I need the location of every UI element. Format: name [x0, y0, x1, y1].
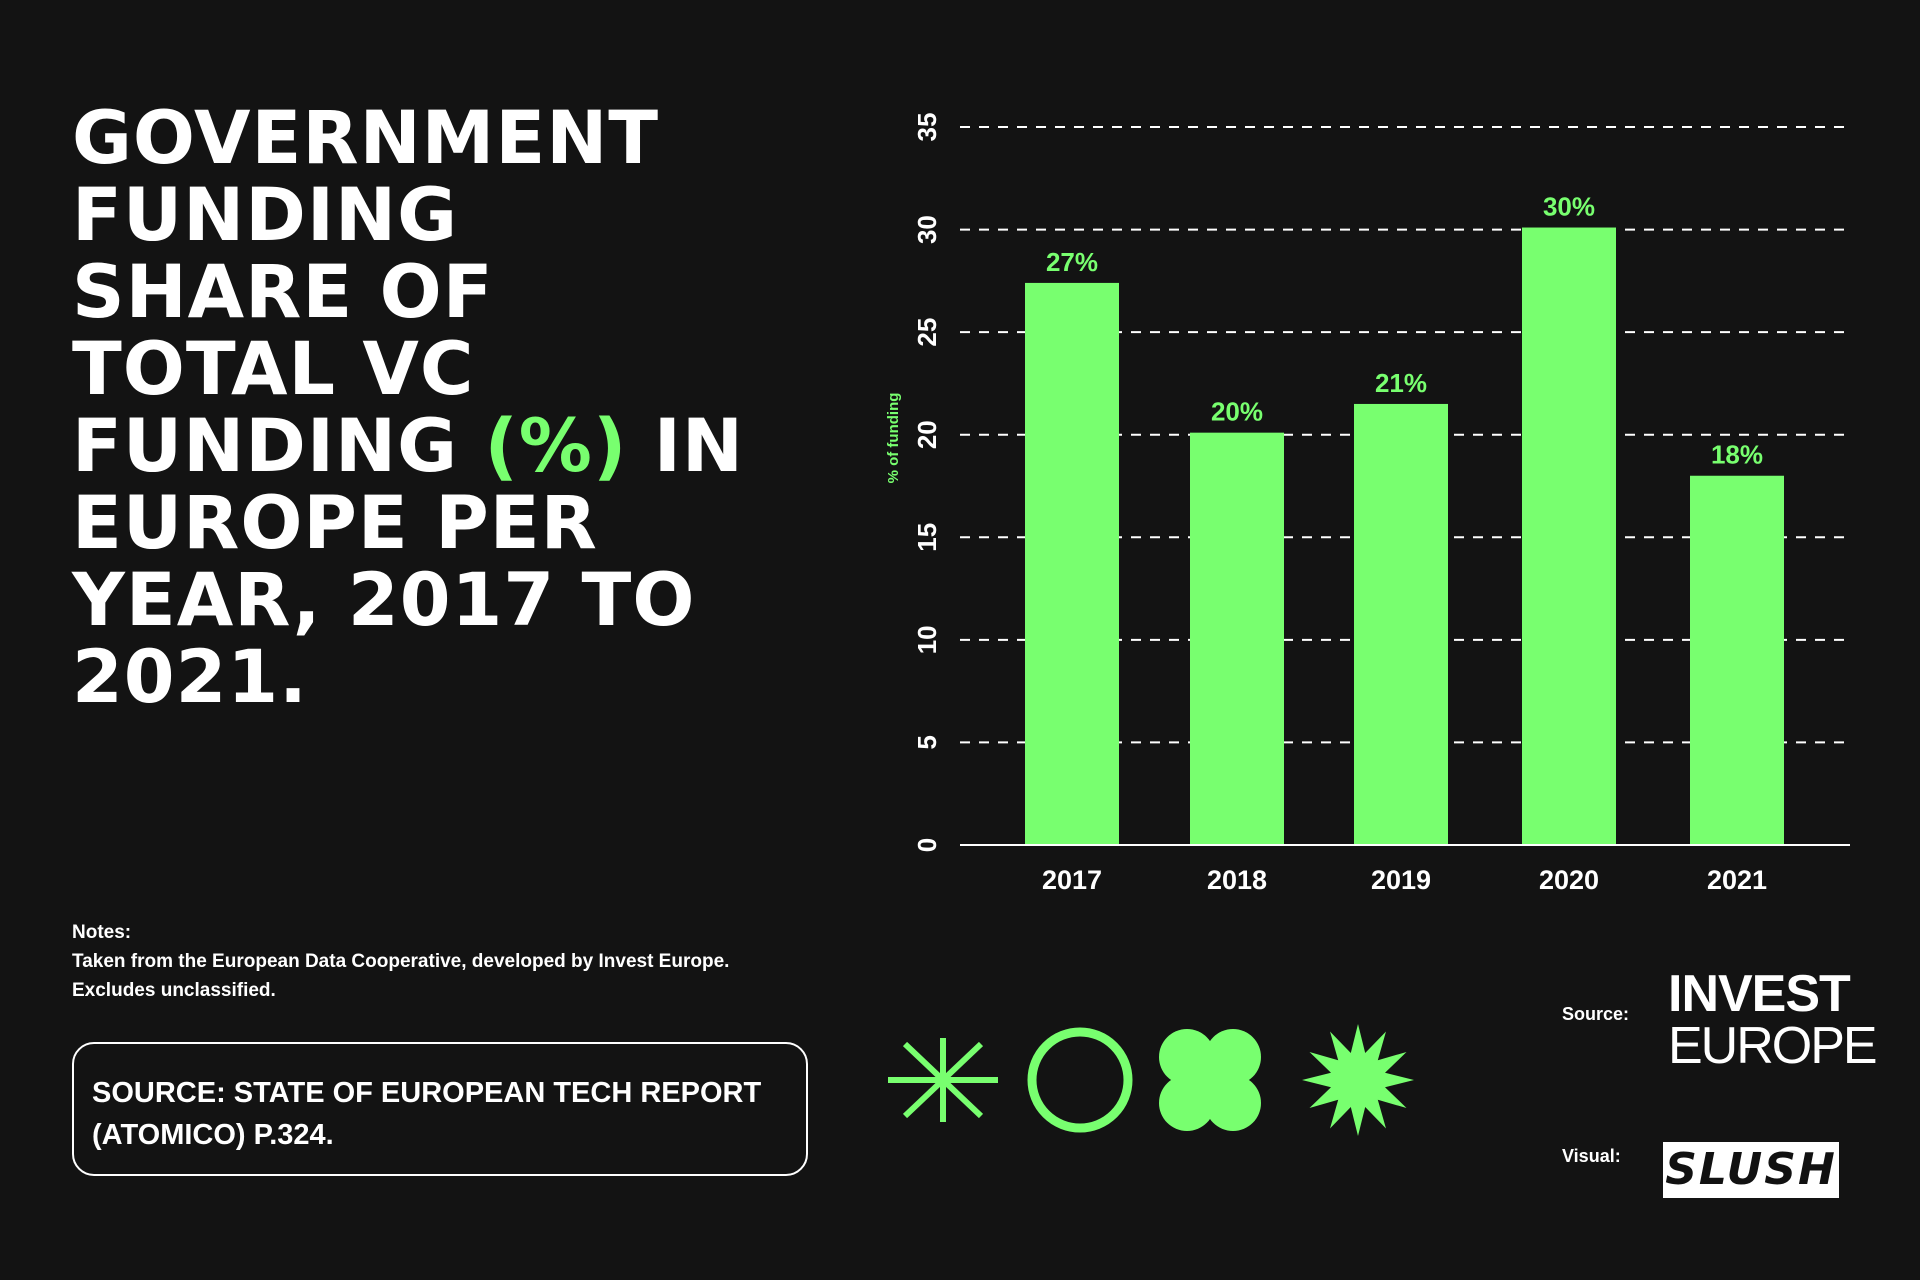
y-tick-label: 10 [912, 625, 942, 654]
x-axis-ticks: 2017 2018 2019 2020 2021 [1042, 865, 1767, 895]
x-tick-label: 2018 [1207, 865, 1267, 895]
notes: Notes: Taken from the European Data Coop… [72, 918, 832, 1005]
y-tick-label: 30 [912, 215, 942, 244]
x-tick-label: 2020 [1539, 865, 1599, 895]
title-fragment: FUNDING [72, 404, 485, 489]
title-line: YEAR, 2017 TO [72, 558, 696, 643]
data-label: 30% [1543, 192, 1595, 222]
chart-title: GOVERNMENT FUNDING SHARE OF TOTAL VC FUN… [72, 100, 842, 716]
asterisk-icon [888, 1038, 998, 1122]
notes-line: Excludes unclassified. [72, 980, 276, 1001]
source-credit-label: Source: [1562, 1004, 1630, 1024]
x-tick-label: 2019 [1371, 865, 1431, 895]
title-line: FUNDING (%) IN [72, 408, 842, 485]
y-tick-label: 15 [912, 523, 942, 552]
clover-icon [1159, 1029, 1261, 1131]
title-line: FUNDING [72, 173, 459, 258]
data-label: 27% [1046, 247, 1098, 277]
y-tick-label: 0 [912, 838, 942, 852]
title-accent: (%) [484, 404, 628, 489]
ring-icon [1027, 1027, 1133, 1133]
visual-credit-label: Visual: [1562, 1146, 1621, 1166]
source-line: SOURCE: STATE OF EUROPEAN TECH REPORT [92, 1077, 762, 1109]
notes-line: Taken from the European Data Cooperative… [72, 951, 730, 972]
data-label: 21% [1375, 368, 1427, 398]
bar [1354, 403, 1448, 845]
title-line: SHARE OF [72, 250, 494, 335]
logo-line: EUROPE [1668, 1017, 1878, 1075]
notes-heading: Notes: [72, 922, 132, 943]
title-line: TOTAL VC [72, 327, 475, 412]
source-line: (ATOMICO) P.324. [92, 1119, 334, 1151]
bar [1690, 475, 1784, 845]
title-fragment: IN [627, 404, 744, 489]
logo-line: INVEST [1668, 965, 1851, 1023]
x-tick-label: 2021 [1707, 865, 1767, 895]
data-label: 18% [1711, 440, 1763, 470]
starburst-icon [1302, 1024, 1414, 1136]
y-tick-label: 35 [912, 113, 942, 142]
slush-logo: SLUSH [1663, 1142, 1839, 1198]
y-tick-label: 20 [912, 420, 942, 449]
source-box: SOURCE: STATE OF EUROPEAN TECH REPORT (A… [72, 1042, 808, 1176]
y-tick-label: 5 [912, 735, 942, 749]
title-line: EUROPE PER [72, 481, 598, 566]
x-tick-label: 2017 [1042, 865, 1102, 895]
y-axis-label: % of funding [885, 393, 902, 484]
title-line: GOVERNMENT [72, 96, 660, 181]
y-axis-ticks: 0 5 10 15 20 25 30 35 [912, 113, 942, 853]
invest-europe-logo: INVEST EUROPE [1668, 965, 1878, 1075]
decorative-symbols [888, 1024, 1414, 1136]
bars: 27% 20% 21% 30% 18% [1025, 192, 1784, 845]
data-label: 20% [1211, 397, 1263, 427]
title-line: 2021. [72, 635, 308, 720]
bar [1025, 282, 1119, 845]
bar [1522, 227, 1616, 845]
bar [1190, 432, 1284, 845]
y-tick-label: 25 [912, 318, 942, 347]
